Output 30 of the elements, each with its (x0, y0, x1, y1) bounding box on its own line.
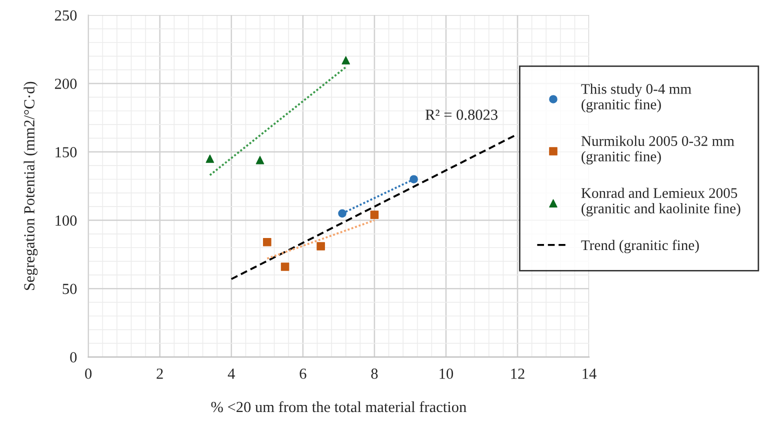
x-tick-label: 14 (582, 368, 596, 379)
point (410, 175, 418, 184)
x-tick-label: 2 (156, 368, 163, 379)
legend-label: Nurmikolu 2005 0-32 mm (granitic fine) (581, 136, 734, 164)
y-tick-label: 100 (56, 215, 77, 226)
y-tick-label: 50 (62, 284, 77, 294)
point (342, 56, 350, 64)
x-tick-label: 8 (371, 368, 378, 379)
point (370, 210, 379, 219)
y-tick-label: 200 (54, 78, 77, 89)
point (263, 238, 272, 246)
y-tick-label: 150 (56, 147, 77, 158)
x-tick-label: 4 (228, 368, 235, 379)
point (338, 209, 346, 218)
x-tick-label: 6 (300, 368, 306, 379)
x-tick-label: 10 (440, 368, 454, 379)
x-tick-label: 12 (511, 368, 524, 379)
point (206, 154, 214, 163)
y-axis-title: Segregation Potential (mm2/°C·d) (24, 82, 38, 290)
y-tick-label: 250 (54, 10, 77, 21)
legend-label: Konrad and Lemieux 2005 (granitic and kaolinite fine) (581, 188, 740, 216)
x-axis-title: % <20 um from the total material fraction (211, 401, 466, 412)
annotation: R² = 0.8023 (425, 110, 498, 120)
y-tick-label: 0 (70, 352, 77, 362)
x-tick-label: 0 (85, 368, 92, 379)
legend-label: Trend (granitic fine) (581, 240, 699, 254)
point (316, 242, 325, 250)
legend-label: This study 0-4 mm (granitic fine) (581, 84, 692, 112)
point (256, 156, 264, 164)
point (280, 262, 290, 271)
